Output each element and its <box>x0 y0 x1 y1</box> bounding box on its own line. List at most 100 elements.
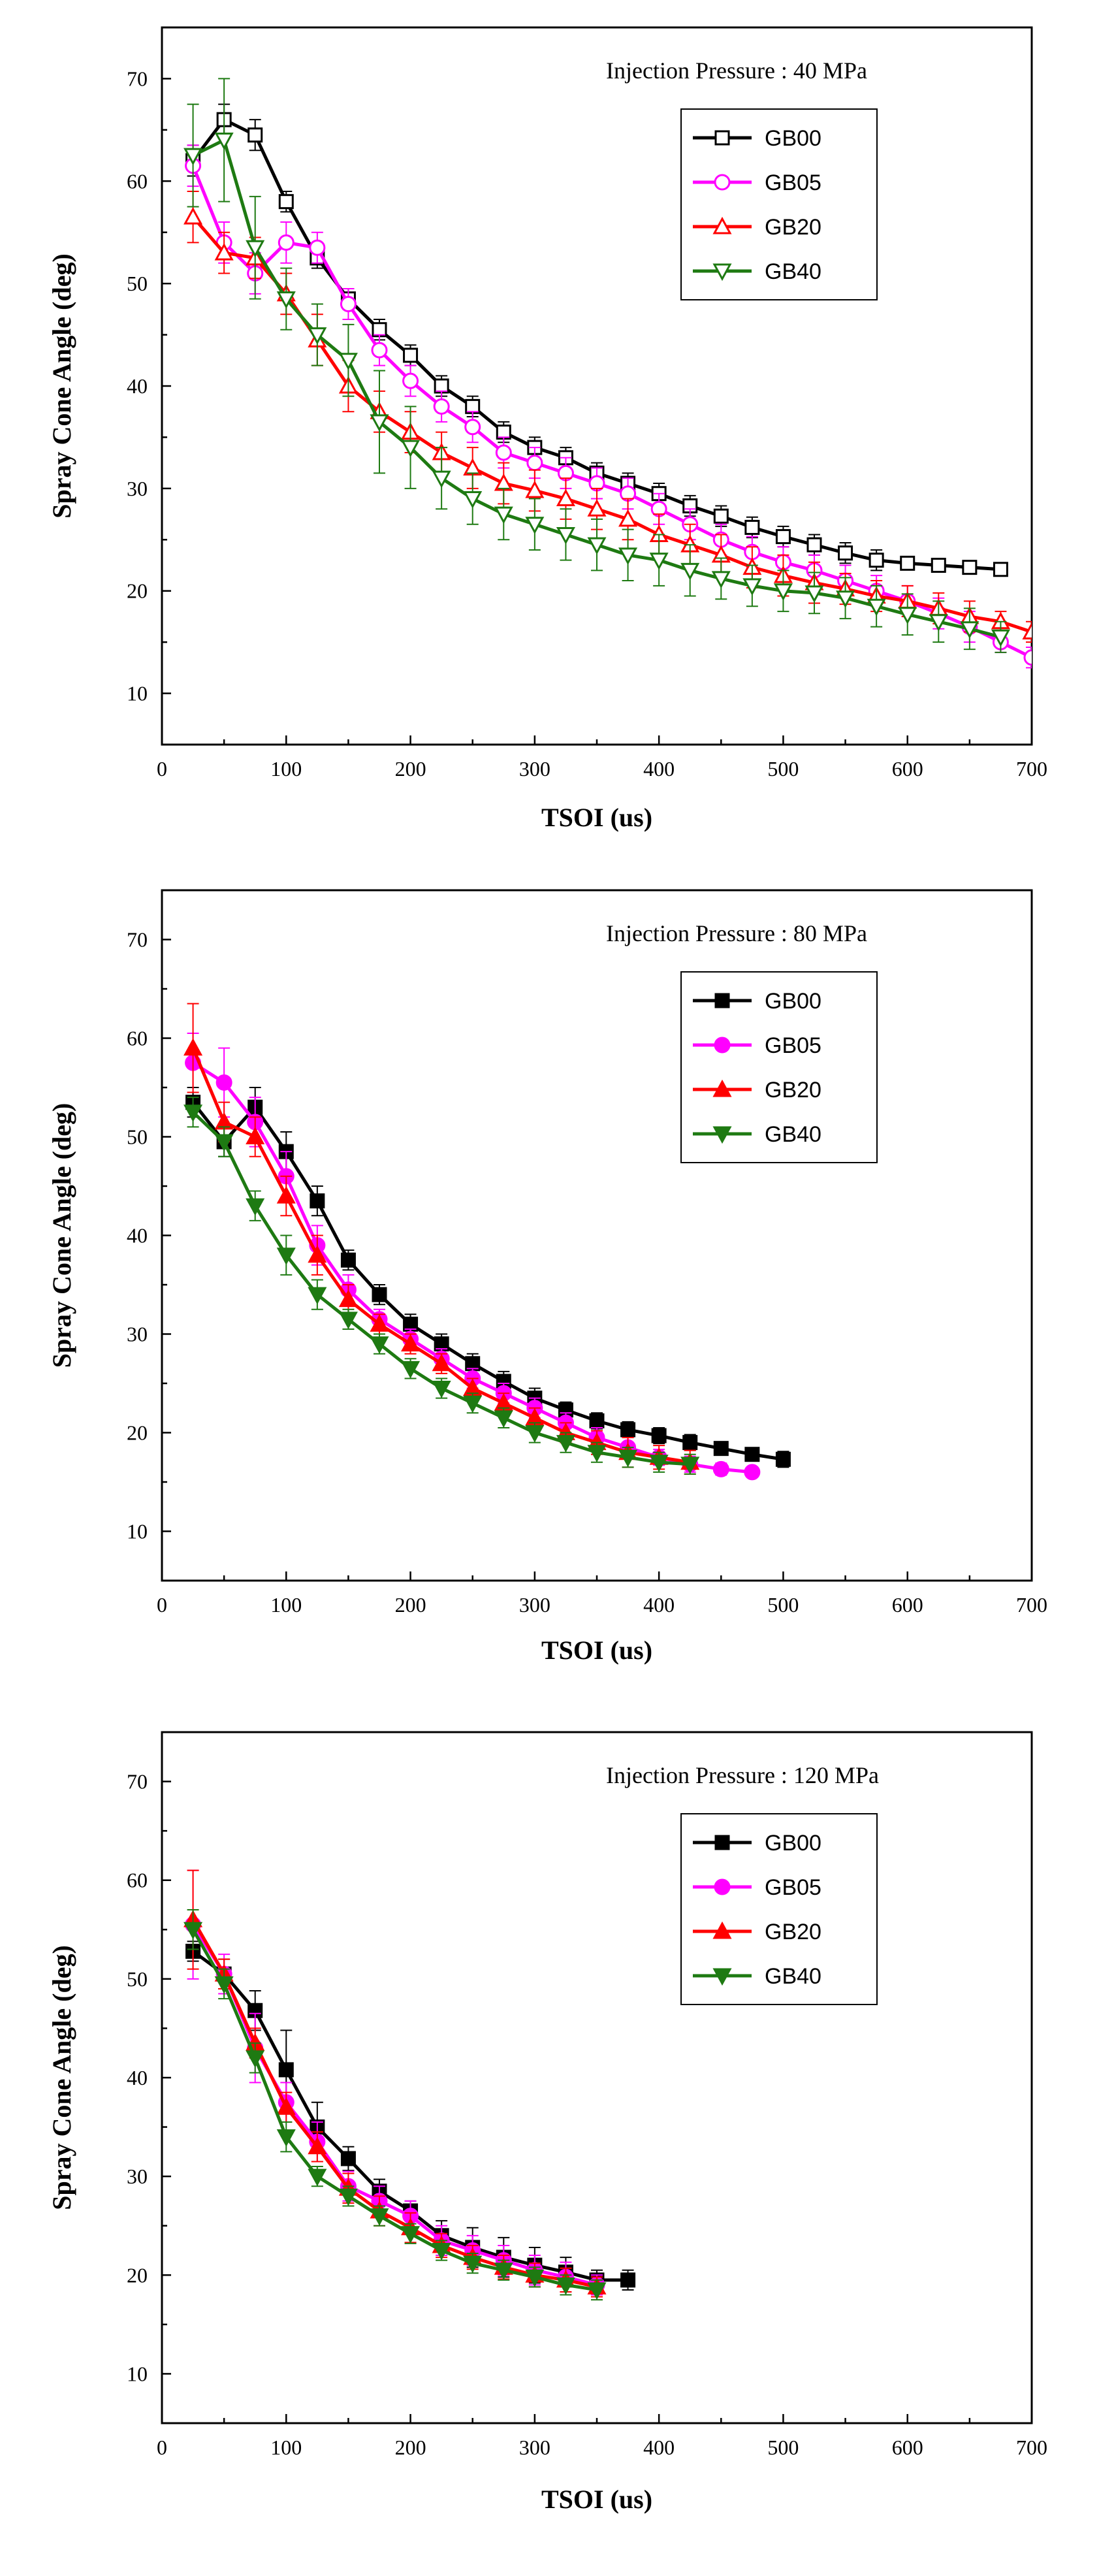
chart-80mpa-legend-item-gb40-swatch-marker <box>712 1126 732 1144</box>
chart-40mpa-legend-item-gb40-label: GB40 <box>765 259 821 284</box>
chart-40mpa-legend: GB00 GB05 GB20 GB40 <box>680 108 878 300</box>
chart-80mpa-series-gb20-point <box>308 1245 327 1263</box>
chart-120mpa-x-tick-label: 300 <box>519 2436 550 2459</box>
chart-120mpa-series-gb40-point <box>276 2129 296 2147</box>
chart-40mpa-y-tick-label: 50 <box>127 272 148 295</box>
chart-40mpa-x-tick-label: 600 <box>892 757 923 781</box>
chart-80mpa-legend-item-gb40: GB40 <box>693 1122 821 1147</box>
chart-120mpa-series-gb40-point <box>463 2255 483 2274</box>
chart-120mpa-y-tick-label: 50 <box>127 1967 148 1991</box>
chart-80mpa-y-tick-label: 60 <box>127 1027 148 1050</box>
chart-40mpa-series-gb40-point <box>246 240 265 258</box>
chart-120mpa-data-area <box>183 1869 636 2301</box>
chart-80mpa-legend-item-gb00-label: GB00 <box>765 989 821 1014</box>
chart-40mpa-series-gb00-point <box>278 194 294 210</box>
chart-80mpa-y-tick-label: 40 <box>127 1224 148 1248</box>
chart-80mpa-series-gb40-point <box>680 1457 700 1474</box>
chart-120mpa-x-tick-label: 700 <box>1016 2436 1047 2459</box>
chart-80mpa-series-gb40-point <box>308 1287 327 1305</box>
chart-40mpa-series-gb40-point <box>867 598 886 617</box>
chart-120mpa-y-tick-label: 60 <box>127 1869 148 1892</box>
chart-80mpa-series-gb00-point <box>372 1287 387 1302</box>
chart-80mpa-series-gb00-point <box>651 1428 667 1443</box>
chart-40mpa-y-axis-title: Spray Cone Angle (deg) <box>47 253 76 519</box>
chart-40mpa-series-gb40-point <box>463 491 483 509</box>
chart-80mpa-series-gb20-point <box>401 1334 421 1352</box>
chart-120mpa-legend-item-gb20-swatch-marker <box>712 1921 732 1939</box>
chart-80mpa-series-gb40-point <box>432 1381 451 1398</box>
chart-120mpa-x-tick-label: 100 <box>270 2436 302 2459</box>
chart-80mpa-legend-item-gb00: GB00 <box>693 989 821 1014</box>
chart-40mpa-y-tick-label: 40 <box>127 374 148 398</box>
chart-80mpa-legend-box <box>680 971 878 1163</box>
chart-80mpa-y-tick-label: 70 <box>127 928 148 952</box>
chart-40mpa-series-gb00-point <box>744 519 760 535</box>
chart-40mpa-series-gb20-line <box>191 216 1032 634</box>
chart-40mpa-series-gb05-point <box>464 419 481 436</box>
chart-40mpa-series-gb00-point <box>775 529 791 545</box>
chart-80mpa-series-gb00-point <box>340 1252 356 1268</box>
chart-80mpa-legend-item-gb05-swatch-marker <box>714 1037 731 1054</box>
chart-40mpa-legend-item-gb20: GB20 <box>693 215 821 240</box>
chart-40mpa-x-tick-label: 100 <box>270 757 302 781</box>
chart-120mpa-legend-item-gb00-label: GB00 <box>765 1831 821 1856</box>
chart-80mpa-series-gb40-point <box>338 1312 358 1329</box>
chart-40mpa-series-gb05-line <box>191 165 1032 659</box>
chart-40mpa-series-gb40-point <box>618 547 638 565</box>
chart-40mpa-series-gb40-point <box>929 614 948 632</box>
chart-120mpa-x-tick-label: 200 <box>395 2436 426 2459</box>
chart-80mpa-series-gb00-point <box>620 1422 636 1438</box>
chart-40mpa-series-gb05-point <box>371 342 388 359</box>
chart-120mpa: 0 100 200 300 400 500 600 700 10 20 30 40 50 60 70 TSOI… <box>47 1731 1047 2514</box>
chart-40mpa-series-gb40-point <box>773 583 793 601</box>
chart-40mpa-series-gb40 <box>183 78 1010 653</box>
chart-120mpa-x-axis-title: TSOI (us) <box>541 2485 652 2514</box>
chart-40mpa-data-area <box>183 78 1032 669</box>
chart-120mpa-x-tick-label: 500 <box>767 2436 799 2459</box>
chart-80mpa-series-gb00-point <box>775 1451 791 1467</box>
chart-40mpa-series-gb00-point <box>900 555 916 571</box>
chart-80mpa-series-gb40-point <box>276 1248 296 1265</box>
chart-120mpa-series-gb40-point <box>525 2269 545 2287</box>
chart-80mpa: 0 100 200 300 400 500 600 700 10 20 30 40 50 60 70 TSOI… <box>47 889 1047 1665</box>
chart-80mpa-data-area <box>183 1003 791 1481</box>
chart-40mpa-series-gb00-point <box>931 558 946 573</box>
chart-120mpa-y-axis-title: Spray Cone Angle (deg) <box>47 1945 76 2210</box>
chart-120mpa-series-gb40-point <box>308 2168 327 2187</box>
chart-80mpa-y-tick-label: 50 <box>127 1125 148 1149</box>
chart-40mpa-series-gb05-point <box>495 444 512 461</box>
chart-120mpa-series-gb40-point <box>370 2208 389 2226</box>
chart-120mpa-series-gb00-point <box>340 2151 356 2166</box>
chart-40mpa-x-tick-label: 500 <box>767 757 799 781</box>
chart-120mpa-y-tick-label: 30 <box>127 2165 148 2188</box>
chart-40mpa-legend-item-gb00: GB00 <box>693 126 821 151</box>
chart-80mpa-series-gb20-point <box>370 1314 389 1332</box>
chart-40mpa-series-gb40-point <box>525 517 545 534</box>
chart-40mpa-series-gb40-point <box>804 585 824 603</box>
chart-120mpa-legend-item-gb05-label: GB05 <box>765 1875 821 1900</box>
chart-40mpa-series-gb05-point <box>340 296 357 313</box>
chart-40mpa-series-gb40-point <box>338 353 358 370</box>
chart-40mpa: 0 100 200 300 400 500 600 700 10 20 30 40 50 60 70 TSOI… <box>47 26 1047 832</box>
chart-80mpa-series-gb00-point <box>589 1413 605 1428</box>
chart-120mpa-series-gb40-point <box>401 2226 421 2244</box>
chart-40mpa-x-tick-label: 200 <box>395 757 426 781</box>
chart-40mpa-x-tick-label: 400 <box>643 757 675 781</box>
chart-40mpa-y-tick-label: 10 <box>127 682 148 705</box>
chart-80mpa-series-gb00-point <box>744 1447 760 1462</box>
chart-40mpa-series-gb20-point <box>183 207 203 225</box>
chart-40mpa-series-gb00-point <box>403 347 419 363</box>
chart-120mpa-series-gb40-point <box>556 2277 575 2295</box>
chart-80mpa-series-gb40-point <box>649 1455 669 1472</box>
chart-80mpa-series-gb40-point <box>556 1435 575 1453</box>
chart-40mpa-legend-item-gb05-label: GB05 <box>765 170 821 195</box>
chart-40mpa-series-gb40-point <box>183 148 203 166</box>
chart-120mpa-series-gb00-point <box>278 2062 294 2078</box>
chart-80mpa-legend-item-gb20-swatch-marker <box>712 1079 732 1097</box>
chart-40mpa-series-gb40-point <box>649 553 669 570</box>
chart-80mpa-y-tick-label: 30 <box>127 1323 148 1346</box>
chart-120mpa-series-gb40-point <box>183 1922 203 1940</box>
chart-80mpa-injection-pressure-label: Injection Pressure : 80 MPa <box>606 920 867 946</box>
chart-120mpa-series-gb00-point <box>620 2272 636 2288</box>
